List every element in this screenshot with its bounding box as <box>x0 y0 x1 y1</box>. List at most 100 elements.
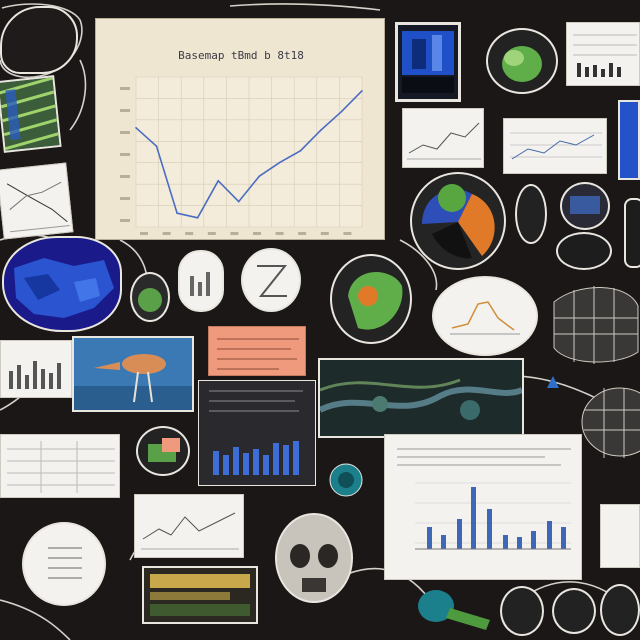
y-tick-mark <box>120 109 130 112</box>
y-tick-mark <box>120 219 130 222</box>
mesh-graphic-lower <box>580 384 640 460</box>
series-point <box>279 161 281 164</box>
green-leaf-graphic <box>502 46 542 82</box>
left-table-card <box>0 434 120 498</box>
mesh-lower-graphic <box>581 387 640 458</box>
salmon-text-panel <box>208 326 306 376</box>
x-tick-mark <box>343 232 352 235</box>
x-tick-mark <box>298 232 307 235</box>
green-orange-blob <box>330 254 412 344</box>
left-bar-graphic <box>9 361 61 389</box>
blue-map-graphic <box>14 258 114 318</box>
series-point <box>217 180 219 182</box>
x-tick-mark <box>253 232 261 235</box>
blue-figure-graphic <box>402 31 454 93</box>
main-line-chart <box>120 76 363 235</box>
small-oval-f <box>624 198 640 268</box>
chart-series <box>135 90 363 219</box>
bird-graphic <box>74 354 192 410</box>
y-tick-mark <box>120 87 130 90</box>
dark-photo-graphic <box>150 574 250 616</box>
mesh-net-graphic <box>553 286 639 364</box>
mesh-graphic <box>548 282 640 366</box>
top-right-table-card <box>566 22 640 86</box>
oval-b-graphic <box>257 265 288 297</box>
white-oval-card-b <box>241 248 301 312</box>
y-tick-mark <box>120 175 130 178</box>
green-orange-graphic <box>348 272 403 330</box>
small-oval-c <box>515 184 547 244</box>
small-chart-card-a <box>402 108 484 168</box>
series-point <box>340 110 343 113</box>
bottom-oval-b <box>552 588 596 634</box>
series-point <box>361 90 363 92</box>
bottom-oval-c <box>600 584 640 636</box>
small-oval-e <box>556 232 612 270</box>
small-chart-b-graphic <box>510 132 602 160</box>
small-green-orb <box>130 272 170 322</box>
y-tick-mark <box>120 197 130 200</box>
x-tick-mark <box>185 232 194 235</box>
series-point <box>155 145 158 148</box>
green-striped-image <box>0 75 62 153</box>
x-tick-mark <box>207 232 216 235</box>
lower-line-chart-card <box>134 494 244 558</box>
left-bar-chart-card <box>0 340 72 398</box>
chart-ticks <box>120 87 352 235</box>
oval-a-graphic <box>190 272 210 296</box>
table-graphic <box>573 34 637 77</box>
left-line-graph-card <box>0 162 74 240</box>
x-tick-mark <box>320 232 329 235</box>
multicolor-oval <box>410 172 506 270</box>
series-line <box>135 90 363 219</box>
arrow-up-icon <box>547 376 559 388</box>
left-table-graphic <box>7 441 115 493</box>
dark-bar-chart-panel <box>198 380 316 486</box>
oval-d-graphic <box>570 196 600 214</box>
oval-line-graphic <box>450 301 520 335</box>
series-point <box>320 129 322 131</box>
small-chart-a-graphic <box>407 122 481 160</box>
large-bar-chart-graphic <box>397 448 571 550</box>
blue-arrow-marker <box>546 374 560 390</box>
small-oval-d <box>560 182 610 230</box>
circular-chart-frame <box>22 522 106 606</box>
x-tick-mark <box>275 232 284 235</box>
main-chart-panel: Basemap tBmd b 8t18 <box>95 18 385 240</box>
chalk-frame-top-left <box>0 6 78 74</box>
series-point <box>176 212 178 214</box>
x-tick-mark <box>140 232 148 235</box>
multicolor-graphic <box>422 184 495 259</box>
green-orb-frame <box>486 28 558 94</box>
left-line-graph <box>6 181 70 233</box>
series-point <box>196 216 199 219</box>
series-point <box>299 150 302 152</box>
chart-grid <box>135 76 363 228</box>
skull-graphic <box>275 513 353 603</box>
y-tick-mark <box>120 131 130 134</box>
bird-illustration-card <box>72 336 194 412</box>
circular-chart-graphic <box>48 547 82 579</box>
line-chart-oval <box>432 276 538 356</box>
teal-object-graphic <box>418 590 490 630</box>
y-tick-mark <box>120 153 130 156</box>
dark-bar-graphic <box>209 390 303 475</box>
small-chart-card-b <box>503 118 607 174</box>
series-point <box>258 175 261 178</box>
microscopy-image <box>318 358 524 438</box>
teal-blob-graphic <box>329 463 363 497</box>
series-point <box>237 200 240 203</box>
x-tick-mark <box>162 232 171 235</box>
green-orange-small-oval <box>136 426 190 476</box>
dark-photo-card <box>142 566 258 624</box>
white-oval-card-a <box>178 250 224 312</box>
main-chart-title: Basemap tBmd b 8t18 <box>178 49 304 62</box>
lower-line-graphic <box>141 512 239 550</box>
stripe-graphic <box>0 75 62 153</box>
large-bar-chart-card <box>384 434 582 580</box>
far-right-card <box>600 504 640 568</box>
salmon-text-lines <box>217 338 299 370</box>
green-orange-small-graphic <box>148 438 180 462</box>
teal-object <box>410 584 500 636</box>
